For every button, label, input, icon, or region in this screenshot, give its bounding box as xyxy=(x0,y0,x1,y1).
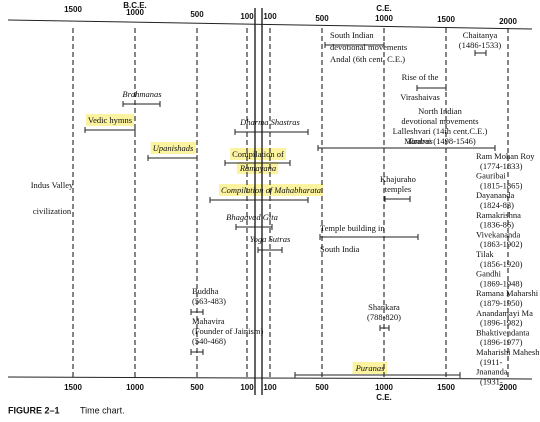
event-label: (1486-1533) xyxy=(459,40,502,50)
top-axis xyxy=(7,19,533,30)
bottom-tick-label: 1500 xyxy=(437,383,455,392)
event-label: temples xyxy=(385,184,411,194)
event-label: Mirabai (1498-1546) xyxy=(404,136,476,146)
figure-name: Tilak xyxy=(476,249,494,259)
event-label: Chaitanya xyxy=(463,30,498,40)
highlight xyxy=(150,141,196,154)
event-label: Buddha xyxy=(192,286,219,296)
bottom-tick-label: 100 xyxy=(240,383,254,392)
bottom-tick-label: 1000 xyxy=(375,383,393,392)
bottom-tick-label: 2000 xyxy=(499,383,517,392)
figure-name: Maharishi Mahesh Yogi xyxy=(476,347,540,357)
top-tick-label: 1000 xyxy=(375,14,393,23)
era-label: C.E. xyxy=(376,4,392,13)
event-label: Yoga Sutras xyxy=(250,234,291,244)
era-label: B.C.E. xyxy=(123,1,147,10)
figure-name: Ramakrishna xyxy=(476,210,521,220)
highlight xyxy=(230,147,287,160)
event-label: (788-820) xyxy=(367,312,401,322)
event-label: Lalleshvari (14th cent.C.E.) xyxy=(393,126,488,136)
bottom-tick-label: 500 xyxy=(190,383,204,392)
event-label: Indus Valley xyxy=(31,180,74,190)
event-label: Khajuraho xyxy=(380,174,416,184)
figure-name: (1869-1948) xyxy=(480,278,523,288)
figure-name: Dayananda xyxy=(476,190,514,200)
figure-number: FIGURE 2–1 xyxy=(8,405,60,415)
highlight xyxy=(85,113,135,126)
figure-name: Ram Mohan Roy xyxy=(476,151,535,161)
event-label: devotional movements xyxy=(330,42,407,52)
figure-name: (1815-1865) xyxy=(480,180,523,190)
event-label: Mahavira xyxy=(192,316,225,326)
event-label: South Indian xyxy=(330,30,374,40)
figure-caption: Time chart. xyxy=(80,405,125,415)
event-label: North Indian xyxy=(418,106,462,116)
figure-name: (1911- xyxy=(480,357,503,367)
event-label: Puranas xyxy=(355,363,386,373)
event-label: South India xyxy=(320,244,360,254)
top-tick-label: 1500 xyxy=(437,15,455,24)
highlight xyxy=(352,361,388,374)
bottom-tick-label: 100 xyxy=(263,383,277,392)
figure-name: (1896-1982) xyxy=(480,318,523,328)
figure-name: Ramana Maharshi xyxy=(476,288,539,298)
event-label: Temple building in xyxy=(320,223,385,233)
highlight xyxy=(218,183,324,196)
figure-name: (1863-1902) xyxy=(480,239,523,249)
top-tick-label: 100 xyxy=(263,12,277,21)
event-label: (563-483) xyxy=(192,296,226,306)
event-label: devotional movements xyxy=(401,116,478,126)
top-tick-label: 2000 xyxy=(499,17,517,26)
event-label: civilization xyxy=(33,206,72,216)
figure-name: Gandhi xyxy=(476,269,502,279)
event-label: (540-468) xyxy=(192,336,226,346)
bottom-tick-label: 1500 xyxy=(64,383,82,392)
figure-name: (1774-1833) xyxy=(480,161,523,171)
event-label: (Founder of Jainism) xyxy=(192,326,263,336)
event-label: Brahmanas xyxy=(122,89,162,99)
figure-name: Jnananda xyxy=(476,367,508,377)
top-tick-label: 1500 xyxy=(64,5,82,14)
figure-name: (1836-86) xyxy=(480,220,514,230)
event-label: Dharma Shastras xyxy=(239,117,300,127)
event-label: Andal (6th cent. C.E.) xyxy=(330,54,405,64)
figure-name: (1824-83) xyxy=(480,200,514,210)
bottom-axis xyxy=(7,376,533,380)
event-label: Vedic hymns xyxy=(88,115,132,125)
figure-name: Bhaktivendanta xyxy=(476,327,530,337)
figure-name: (1856-1920) xyxy=(480,259,523,269)
figure-name: (1896-1977) xyxy=(480,337,523,347)
event-label: Shankara xyxy=(368,302,400,312)
bottom-tick-label: 1000 xyxy=(126,383,144,392)
bottom-tick-label: 500 xyxy=(315,383,329,392)
event-label: Rise of the xyxy=(402,72,439,82)
figure-name: Vivekananda xyxy=(476,229,521,239)
top-tick-label: 500 xyxy=(315,14,329,23)
event-label: Upanishads xyxy=(153,143,194,153)
figure-name: (1879-1950) xyxy=(480,298,523,308)
top-tick-label: 1000 xyxy=(126,8,144,17)
top-tick-label: 100 xyxy=(240,12,254,21)
event-label: Bhagavad Gita xyxy=(226,212,278,222)
event-label: Virashaivas xyxy=(400,92,440,102)
era-label: C.E. xyxy=(376,393,392,402)
figure-name: Gauribai xyxy=(476,171,506,181)
event-label: Compilation of xyxy=(232,149,284,159)
figure-name: Anandamayi Ma xyxy=(476,308,533,318)
event-label: Ramayana xyxy=(239,163,276,173)
figure-name: (1931- xyxy=(480,376,503,386)
event-label: Tantras xyxy=(407,136,433,146)
top-tick-label: 500 xyxy=(190,10,204,19)
event-label: Compilation of Mahabharata xyxy=(221,185,321,195)
